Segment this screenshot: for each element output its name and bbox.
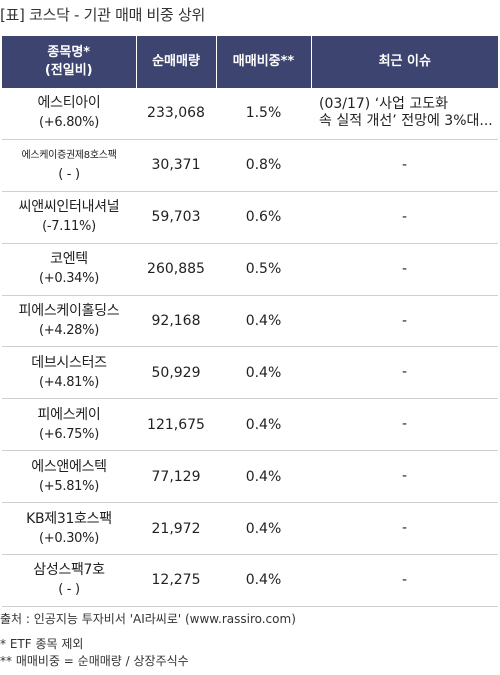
recent-issue: - (311, 191, 498, 244)
recent-issue-line2: 속 실적 개선’ 전망에 3%대... (319, 113, 493, 130)
stock-cell: 에스앤에스텍 (+5.81%) (2, 450, 136, 504)
stock-cell: 데브시스터즈 (+4.81%) (2, 346, 136, 400)
stock-name: 피에스케이 (37, 406, 101, 423)
table-row: 코엔텍 (+0.34%) 260,885 0.5% - (2, 243, 498, 296)
trade-ratio: 0.4% (216, 295, 311, 348)
stock-name: 피에스케이홀딩스 (18, 303, 120, 319)
header-name-line2: (전일비) (44, 63, 93, 78)
ratio-note: ** 매매비중 = 순매매량 / 상장주식수 (0, 654, 189, 668)
net-volume: 30,371 (136, 139, 216, 192)
trade-ratio: 0.4% (216, 450, 311, 504)
stock-change: (+0.30%) (39, 530, 99, 546)
trade-ratio: 0.4% (216, 346, 311, 400)
etf-note: * ETF 종목 제외 (0, 637, 84, 651)
header-ratio: 매매비중** (216, 36, 312, 88)
recent-issue: - (311, 398, 498, 452)
recent-issue: - (311, 450, 498, 504)
net-volume: 21,972 (136, 502, 216, 556)
table-header-row: 종목명* (전일비) 순매매량 매매비중** 최근 이슈 (2, 36, 498, 88)
stock-change: (+0.34%) (39, 271, 99, 287)
stock-change: ( - ) (58, 167, 80, 183)
trade-ratio: 0.4% (216, 554, 311, 607)
table-row: 피에스케이 (+6.75%) 121,675 0.4% - (2, 398, 498, 452)
table-title: [표] 코스닥 - 기관 매매 비중 상위 (0, 6, 206, 24)
recent-issue: - (311, 295, 498, 348)
recent-issue-line1: - (401, 208, 408, 225)
stock-name: 에스케이증권제8호스팩 (21, 150, 117, 162)
recent-issue: - (311, 243, 498, 296)
stock-name: 데브시스터즈 (31, 354, 107, 371)
stock-change: ( - ) (58, 582, 80, 598)
recent-issue-line1: - (401, 312, 408, 329)
recent-issue-line1: (03/17) ‘사업 고도화 (319, 96, 449, 113)
stock-name: 삼성스팩7호 (33, 562, 105, 579)
table-row: 피에스케이홀딩스 (+4.28%) 92,168 0.4% - (2, 295, 498, 348)
stock-change: (+5.81%) (39, 478, 99, 494)
trade-ratio: 0.5% (216, 243, 311, 296)
header-name: 종목명* (전일비) (2, 36, 137, 88)
recent-issue-line1: - (401, 156, 408, 173)
trade-ratio: 0.6% (216, 191, 311, 244)
net-volume: 12,275 (136, 554, 216, 607)
recent-issue: - (311, 502, 498, 556)
recent-issue-line1: - (401, 260, 408, 277)
stock-cell: 삼성스팩7호 ( - ) (2, 554, 136, 607)
source-note: 출처 : 인공지능 투자비서 'AI라씨로' (www.rassiro.com) (0, 612, 296, 626)
ranking-table: 종목명* (전일비) 순매매량 매매비중** 최근 이슈 에스티아이 (+6.80… (2, 36, 498, 607)
trade-ratio: 0.4% (216, 502, 311, 556)
table-row: 에스앤에스텍 (+5.81%) 77,129 0.4% - (2, 450, 498, 504)
stock-cell: 씨앤씨인터내셔널 (-7.11%) (2, 191, 136, 244)
recent-issue: - (311, 554, 498, 607)
table-row: 에스케이증권제8호스팩 ( - ) 30,371 0.8% - (2, 139, 498, 192)
net-volume: 233,068 (136, 88, 216, 140)
stock-change: (+4.28%) (39, 323, 99, 338)
trade-ratio: 0.4% (216, 398, 311, 452)
recent-issue-line1: - (401, 364, 408, 381)
stock-cell: 에스티아이 (+6.80%) (2, 88, 136, 140)
net-volume: 77,129 (136, 450, 216, 504)
stock-cell: 피에스케이 (+6.75%) (2, 398, 136, 452)
stock-change: (-7.11%) (42, 219, 96, 235)
recent-issue-line1: - (401, 571, 408, 588)
trade-ratio: 1.5% (216, 88, 311, 140)
net-volume: 121,675 (136, 398, 216, 452)
stock-change: (+4.81%) (39, 374, 99, 390)
recent-issue: (03/17) ‘사업 고도화 속 실적 개선’ 전망에 3%대... (311, 88, 498, 140)
table-row: 씨앤씨인터내셔널 (-7.11%) 59,703 0.6% - (2, 191, 498, 244)
stock-cell: 에스케이증권제8호스팩 ( - ) (2, 139, 136, 192)
header-volume: 순매매량 (136, 36, 217, 88)
recent-issue-line1: - (401, 416, 408, 433)
stock-cell: 코엔텍 (+0.34%) (2, 243, 136, 296)
net-volume: 50,929 (136, 346, 216, 400)
net-volume: 260,885 (136, 243, 216, 296)
table-row: 삼성스팩7호 ( - ) 12,275 0.4% - (2, 554, 498, 607)
recent-issue-line1: - (401, 520, 408, 537)
stock-name: 씨앤씨인터내셔널 (18, 199, 120, 216)
recent-issue-line1: - (401, 468, 408, 485)
net-volume: 92,168 (136, 295, 216, 348)
stock-name: 에스티아이 (37, 95, 101, 112)
net-volume: 59,703 (136, 191, 216, 244)
stock-name: KB제31호스팩 (26, 510, 112, 527)
table-body: 에스티아이 (+6.80%) 233,068 1.5% (03/17) ‘사업 고도화 속… (2, 88, 498, 607)
header-name-line1: 종목명* (47, 45, 91, 60)
table-row: 에스티아이 (+6.80%) 233,068 1.5% (03/17) ‘사업 고도화 속… (2, 88, 498, 140)
stock-cell: KB제31호스팩 (+0.30%) (2, 502, 136, 556)
stock-name: 에스앤에스텍 (31, 458, 107, 475)
recent-issue: - (311, 346, 498, 400)
recent-issue: - (311, 139, 498, 192)
trade-ratio: 0.8% (216, 139, 311, 192)
stock-change: (+6.75%) (39, 426, 99, 442)
stock-cell: 피에스케이홀딩스 (+4.28%) (2, 295, 136, 348)
table-row: 데브시스터즈 (+4.81%) 50,929 0.4% - (2, 346, 498, 400)
header-issue: 최근 이슈 (311, 36, 498, 88)
stock-name: 코엔텍 (50, 251, 88, 268)
stock-change: (+6.80%) (39, 115, 99, 131)
table-row: KB제31호스팩 (+0.30%) 21,972 0.4% - (2, 502, 498, 556)
